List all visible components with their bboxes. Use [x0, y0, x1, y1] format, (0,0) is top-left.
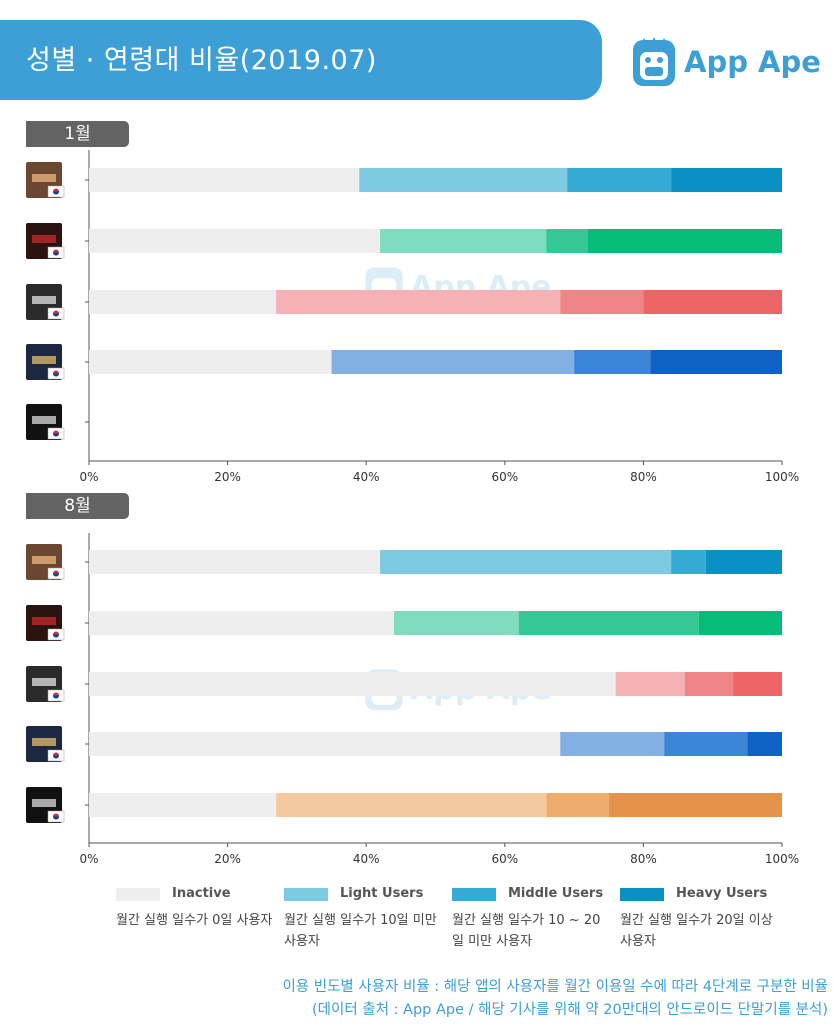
legend-description: 월간 실행 일수가 10 ~ 20일 미만 사용자: [452, 913, 601, 949]
bar-segment: [380, 229, 547, 253]
x-tick-label: 20%: [214, 852, 241, 866]
korea-flag-icon: [47, 307, 65, 320]
korea-flag-icon: [47, 689, 65, 702]
bar-segment: [518, 611, 699, 635]
legend-description: 월간 실행 일수가 20일 이상 사용자: [620, 913, 773, 949]
legend-name: Middle Users: [508, 886, 604, 901]
bar-segment: [393, 611, 519, 635]
footer-note-2: (데이터 출처 : App Ape / 해당 기사를 위해 약 20만대의 안드…: [311, 1002, 828, 1018]
legend-description: 월간 실행 일수가 0일 사용자: [116, 913, 273, 928]
korea-flag-icon: [47, 367, 65, 380]
legend-name: Heavy Users: [676, 886, 768, 901]
bar-segment: [560, 290, 644, 314]
bar-segment: [560, 732, 665, 756]
x-tick-label: 40%: [353, 852, 380, 866]
bar-segment: [89, 229, 381, 253]
panel-label-aug: 8월: [26, 493, 129, 519]
bar-segment: [89, 550, 381, 574]
bar-segment: [89, 611, 394, 635]
panel-label-jan: 1월: [26, 121, 129, 147]
bar-segment: [684, 672, 734, 696]
bar-segment: [89, 290, 277, 314]
korea-flag-icon: [47, 185, 65, 198]
bar-segment: [587, 229, 782, 253]
bar-segment: [89, 732, 561, 756]
title-banner: 성별 · 연령대 비율(2019.07): [0, 20, 602, 100]
x-tick-label: 80%: [630, 852, 657, 866]
brand-logo: App Ape: [632, 36, 821, 88]
bar-segment: [574, 350, 651, 374]
legend-swatch: [116, 888, 160, 901]
legend-name: Inactive: [172, 886, 231, 901]
footer-note-1: 이용 빈도별 사용자 비율 : 해당 앱의 사용자를 월간 이용일 수에 따라 …: [282, 979, 828, 995]
x-tick-label: 0%: [79, 470, 98, 484]
korea-flag-icon: [47, 246, 65, 259]
x-tick-label: 60%: [491, 470, 518, 484]
bar-segment: [546, 793, 609, 817]
bar-segment: [359, 168, 568, 192]
legend-swatch: [620, 888, 664, 901]
x-tick-label: 80%: [630, 470, 657, 484]
bar-segment: [615, 672, 685, 696]
bar-segment: [747, 732, 782, 756]
bar-segment: [276, 793, 547, 817]
bar-segment: [331, 350, 575, 374]
bar-segment: [89, 168, 360, 192]
bar-segment: [89, 672, 616, 696]
bar-segment: [733, 672, 782, 696]
legend-name: Light Users: [340, 886, 424, 901]
x-tick-label: 40%: [353, 470, 380, 484]
bar-segment: [567, 168, 672, 192]
bar-segment: [608, 793, 782, 817]
bar-segment: [698, 611, 782, 635]
legend-swatch: [284, 888, 328, 901]
bar-segment: [276, 290, 561, 314]
bar-segment: [671, 550, 706, 574]
bar-segment: [664, 732, 748, 756]
monkey-face-icon: [633, 37, 675, 86]
bar-segment: [89, 350, 332, 374]
x-tick-label: 20%: [214, 470, 241, 484]
korea-flag-icon: [47, 749, 65, 762]
bar-segment: [650, 350, 782, 374]
x-tick-label: 100%: [765, 852, 799, 866]
korea-flag-icon: [47, 427, 65, 440]
page-title: 성별 · 연령대 비율(2019.07): [26, 45, 377, 76]
x-tick-label: 100%: [765, 470, 799, 484]
x-tick-label: 60%: [491, 852, 518, 866]
legend-swatch: [452, 888, 496, 901]
x-tick-label: 0%: [79, 852, 98, 866]
bar-segment: [89, 793, 277, 817]
brand-name: App Ape: [684, 45, 821, 79]
legend-description: 월간 실행 일수가 10일 미만 사용자: [284, 913, 437, 949]
bar-segment: [705, 550, 782, 574]
bar-segment: [671, 168, 782, 192]
korea-flag-icon: [47, 810, 65, 823]
bar-segment: [546, 229, 588, 253]
bar-segment: [643, 290, 782, 314]
korea-flag-icon: [47, 567, 65, 580]
korea-flag-icon: [47, 628, 65, 641]
bar-segment: [380, 550, 672, 574]
